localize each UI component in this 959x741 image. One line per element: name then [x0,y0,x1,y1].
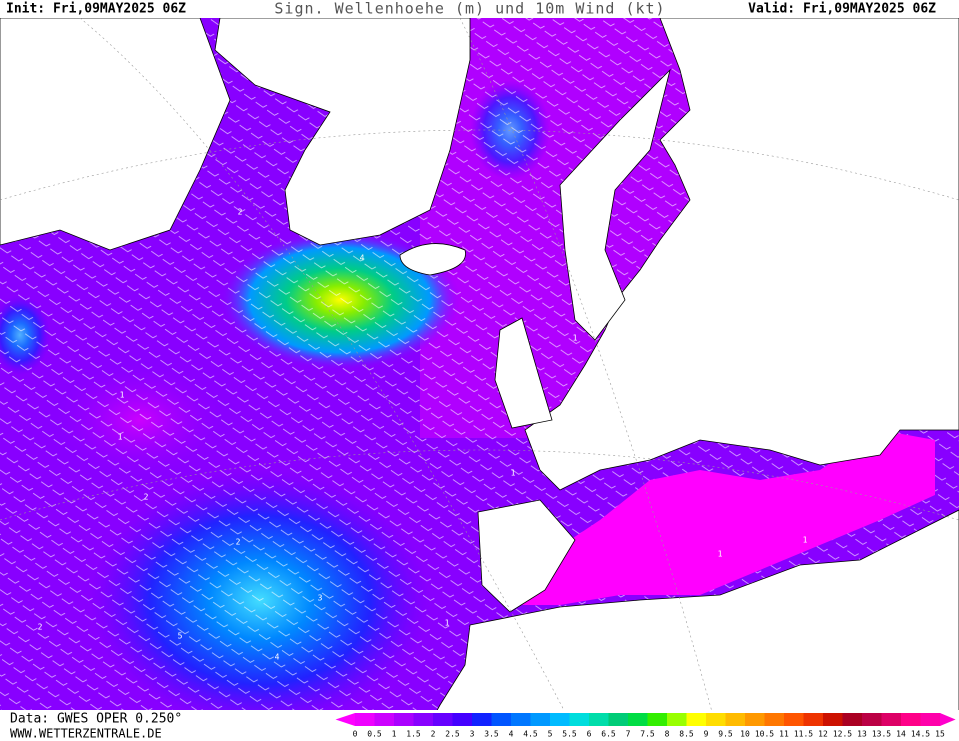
contour-label: 4 [275,653,280,662]
colorbar-label: 13.5 [872,730,891,739]
contour-label: 2 [144,493,149,502]
colorbar-label: 4.5 [523,730,538,739]
graticule [0,17,959,741]
contour-label: 1 [573,334,578,343]
contour-label: 2 [38,623,43,632]
site-url: WWW.WETTERZENTRALE.DE [10,727,162,741]
colorbar-label: 15 [935,730,945,739]
colorbar-box [823,713,843,726]
colorbar-box [920,713,941,726]
colorbar-box [491,713,512,726]
colorbar-label: 7 [626,730,631,739]
colorbar-box [803,713,824,726]
colorbar-box [530,713,551,726]
colorbar-label: 2 [431,730,436,739]
colorbar-label: 10.5 [755,730,774,739]
colorbar-label: 3.5 [484,730,499,739]
colorbar-label: 1 [392,730,397,739]
colorbar-arrow-right [940,713,956,726]
colorbar-label: 5 [548,730,553,739]
colorbar-box [472,713,492,726]
colorbar-label: 13 [857,730,867,739]
colorbar-label: 8 [665,730,670,739]
contour-label: 2 [236,538,241,547]
colorbar-box [433,713,453,726]
colorbar-box [745,713,765,726]
colorbar-box [706,713,726,726]
contour-label: 3 [318,594,323,603]
contour-label: 1 [120,391,125,400]
colorbar-box [413,713,434,726]
colorbar-label: 5.5 [562,730,577,739]
colorbar-box [589,713,609,726]
colorbar-label: 1.5 [406,730,421,739]
colorbar: 0 0.5 1 1.5 2 2.5 3 3.5 4 4.5 5 5.5 6 6.5 7 7.5 8 8.5 9 9.5… [335,713,956,739]
colorbar-box [725,713,746,726]
colorbar-box [452,713,473,726]
colorbar-box [628,713,648,726]
colorbar-box [686,713,707,726]
colorbar-box [667,713,687,726]
colorbar-box [550,713,570,726]
colorbar-label: 11.5 [794,730,813,739]
contour-label: 1 [511,469,516,478]
colorbar-arrow-left [335,713,355,726]
init-label: Init: Fri,09MAY2025 06Z [6,2,186,17]
colorbar-box [608,713,629,726]
colorbar-label: 0 [353,730,358,739]
colorbar-label: 3 [470,730,475,739]
colorbar-box [901,713,921,726]
colorbar-box [569,713,590,726]
valid-label: Valid: Fri,09MAY2025 06Z [748,2,936,17]
contour-label: 1 [718,550,723,559]
colorbar-box [881,713,902,726]
colorbar-label: 4 [509,730,514,739]
colorbar-label: 12.5 [833,730,852,739]
contour-label: 2 [238,208,243,217]
colorbar-box [355,713,375,726]
colorbar-label: 0.5 [367,730,382,739]
colorbar-label: 9.5 [718,730,733,739]
data-source: Data: GWES OPER 0.250° [10,712,182,727]
colorbar-label: 12 [818,730,828,739]
contour-label: 5 [178,632,183,641]
header-bar [0,0,959,18]
contour-label: 1 [118,433,123,442]
land [0,17,959,741]
colorbar-box [374,713,395,726]
colorbar-box [862,713,882,726]
colorbar-label: 6.5 [601,730,616,739]
colorbar-label: 6 [587,730,592,739]
colorbar-label: 9 [704,730,709,739]
colorbar-box [784,713,804,726]
colorbar-label: 2.5 [445,730,460,739]
colorbar-box [647,713,668,726]
contour-label: 1 [803,536,808,545]
colorbar-box [394,713,414,726]
contour-label: 1 [445,619,450,628]
colorbar-label: 7.5 [640,730,655,739]
colorbar-label: 14.5 [911,730,930,739]
colorbar-box [842,713,863,726]
colorbar-label: 10 [740,730,750,739]
contour-labels: 1 1 2 2 4 5 4 3 2 1 2 1 1 1 1 [38,208,808,662]
colorbar-label: 14 [896,730,906,739]
colorbar-box [511,713,531,726]
contour-label: 4 [360,254,365,263]
colorbar-label: 8.5 [679,730,694,739]
map-title: Sign. Wellenhoehe (m) und 10m Wind (kt) [274,0,665,18]
colorbar-box [764,713,785,726]
colorbar-label: 11 [779,730,789,739]
